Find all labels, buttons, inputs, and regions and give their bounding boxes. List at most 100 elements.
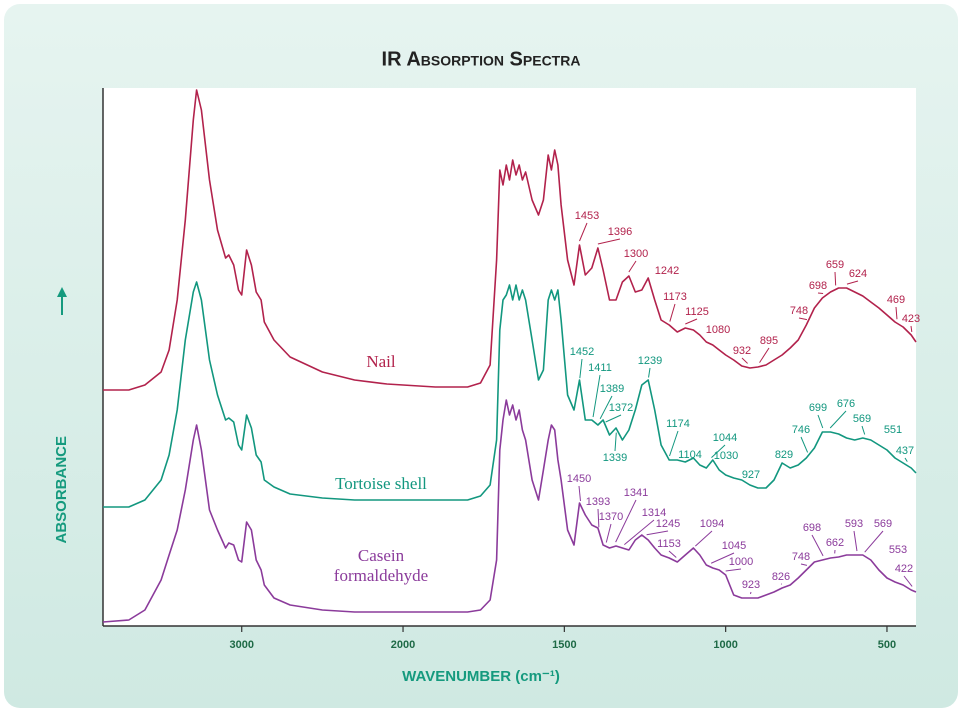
peak-label: 1125 bbox=[685, 306, 709, 318]
peak-label: 676 bbox=[837, 398, 855, 410]
peak-label: 829 bbox=[775, 449, 793, 461]
peak-label: 659 bbox=[826, 259, 844, 271]
peak-leader bbox=[725, 568, 742, 572]
peak-leader bbox=[861, 425, 866, 435]
peak-label: 662 bbox=[826, 537, 844, 549]
peak-label: 1314 bbox=[642, 507, 666, 519]
peak-label: 1000 bbox=[729, 556, 753, 568]
peak-label: 1396 bbox=[608, 226, 632, 238]
series-label: Nail bbox=[366, 352, 396, 371]
peak-leader bbox=[910, 325, 913, 333]
peak-label: 1045 bbox=[722, 540, 746, 552]
chart-title: IR Absorption Spectra bbox=[382, 48, 581, 70]
peak-label: 698 bbox=[803, 522, 821, 534]
peak-leader bbox=[741, 357, 748, 364]
peak-label: 1453 bbox=[575, 210, 599, 222]
peak-label: 1173 bbox=[663, 291, 687, 303]
peak-leader bbox=[615, 499, 637, 543]
peak-label: 469 bbox=[887, 294, 905, 306]
peak-label: 1393 bbox=[586, 496, 610, 508]
peak-leader bbox=[668, 550, 677, 558]
peak-leader bbox=[669, 430, 679, 457]
peak-label: 593 bbox=[845, 518, 863, 530]
peak-leader bbox=[829, 410, 847, 429]
peak-leader bbox=[646, 530, 669, 536]
peak-label: 551 bbox=[884, 424, 902, 436]
peak-label: 932 bbox=[733, 345, 751, 357]
peak-label: 569 bbox=[853, 413, 871, 425]
peak-leader bbox=[759, 347, 770, 363]
peak-leader bbox=[750, 591, 752, 595]
peak-label: 1370 bbox=[599, 511, 623, 523]
peak-label: 746 bbox=[792, 424, 810, 436]
peak-leader bbox=[895, 306, 898, 320]
peak-leader bbox=[669, 303, 676, 322]
peak-leader bbox=[846, 280, 859, 285]
peak-leader bbox=[648, 367, 651, 378]
x-tick-label: 2000 bbox=[391, 639, 415, 651]
peak-label: 437 bbox=[896, 445, 914, 457]
peak-leader bbox=[798, 317, 808, 321]
peak-label: 1341 bbox=[624, 487, 648, 499]
peak-leader bbox=[800, 563, 808, 566]
y-arrow bbox=[57, 287, 67, 315]
peak-label: 1450 bbox=[567, 473, 591, 485]
peak-leader bbox=[597, 508, 600, 528]
peak-leader bbox=[628, 260, 637, 273]
peak-leader bbox=[694, 530, 713, 547]
peak-leader bbox=[800, 436, 809, 453]
peak-label: 1411 bbox=[588, 362, 612, 374]
peak-label: 1245 bbox=[656, 518, 680, 530]
peak-leader bbox=[685, 318, 698, 325]
peak-label: 748 bbox=[792, 551, 810, 563]
x-tick-label: 3000 bbox=[229, 639, 253, 651]
peak-label: 1300 bbox=[624, 248, 648, 260]
peak-leader bbox=[817, 292, 824, 295]
peak-label: 1452 bbox=[570, 346, 594, 358]
peak-label: 895 bbox=[760, 335, 778, 347]
y-axis-label: ABSORBANCE bbox=[53, 436, 70, 544]
peak-label: 826 bbox=[772, 571, 790, 583]
peak-label: 1174 bbox=[666, 418, 690, 430]
x-axis-label: WAVENUMBER (cm⁻¹) bbox=[402, 668, 560, 685]
peak-label: 923 bbox=[742, 579, 760, 591]
peak-leader bbox=[711, 444, 726, 458]
peak-label: 624 bbox=[849, 268, 867, 280]
peak-leader bbox=[903, 575, 913, 587]
peak-label: 1389 bbox=[600, 383, 624, 395]
peak-label: 1030 bbox=[714, 450, 738, 462]
peak-leader bbox=[578, 485, 581, 502]
peak-label: 748 bbox=[790, 305, 808, 317]
peak-leader bbox=[834, 271, 837, 286]
peak-label: 927 bbox=[742, 469, 760, 481]
peak-leader bbox=[904, 457, 908, 462]
peak-label: 1339 bbox=[603, 452, 627, 464]
peak-label: 1372 bbox=[609, 402, 633, 414]
peak-label: 569 bbox=[874, 518, 892, 530]
spectrum-line bbox=[103, 281, 917, 508]
peak-label: 422 bbox=[895, 563, 913, 575]
peak-label: 1153 bbox=[657, 538, 681, 550]
peak-leader bbox=[605, 414, 622, 423]
series-label: Casein formaldehyde bbox=[333, 546, 429, 585]
peak-leader bbox=[811, 534, 824, 557]
peak-label: 1104 bbox=[678, 449, 702, 461]
peak-label: 699 bbox=[809, 402, 827, 414]
peak-label: 1239 bbox=[638, 355, 662, 367]
peak-label: 1242 bbox=[655, 265, 679, 277]
peak-label: 698 bbox=[809, 280, 827, 292]
peak-leader bbox=[579, 358, 583, 379]
peak-leader bbox=[597, 238, 621, 245]
peak-leader bbox=[864, 530, 884, 553]
peak-leader bbox=[614, 432, 617, 452]
peak-label: 553 bbox=[889, 544, 907, 556]
series-label: Tortoise shell bbox=[335, 474, 427, 493]
peak-label: 1044 bbox=[713, 432, 737, 444]
peak-leader bbox=[624, 519, 655, 545]
peak-leader bbox=[605, 523, 612, 543]
spectrum-line bbox=[103, 89, 917, 391]
spectrum-line bbox=[102, 399, 917, 623]
x-tick-label: 1000 bbox=[713, 639, 737, 651]
